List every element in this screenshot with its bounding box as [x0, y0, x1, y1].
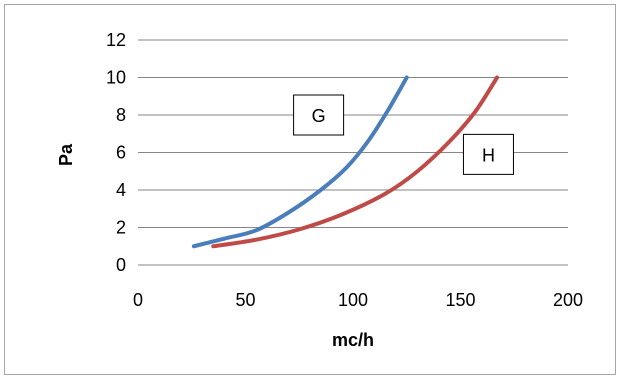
label-box-g: [293, 94, 345, 136]
y-tick-label: 6: [116, 143, 126, 163]
x-tick-label: 150: [445, 290, 475, 310]
series-lines: [191, 75, 500, 249]
y-tick-label: 0: [116, 255, 126, 275]
x-tick-label: 0: [133, 290, 143, 310]
y-tick-labels: 0 2 4 6 8 10 12: [106, 30, 126, 275]
y-axis-title: Pa: [56, 143, 76, 166]
series-labels: GH: [293, 94, 514, 175]
series-label-h: H: [482, 145, 495, 165]
x-axis-title: mc/h: [332, 330, 374, 350]
series-label-g: G: [312, 106, 326, 126]
y-tick-label: 10: [106, 68, 126, 88]
x-tick-label: 200: [553, 290, 583, 310]
series-line-g: [191, 75, 409, 249]
series-line-h: [211, 75, 500, 249]
x-tick-label: 100: [338, 290, 368, 310]
x-tick-label: 50: [235, 290, 255, 310]
label-box-h: [462, 133, 514, 175]
y-tick-label: 12: [106, 30, 126, 50]
y-tick-label: 4: [116, 180, 126, 200]
gridlines: [138, 39, 568, 228]
y-tick-label: 8: [116, 105, 126, 125]
y-tick-label: 2: [116, 218, 126, 238]
x-tick-labels: 0 50 100 150 200: [133, 290, 583, 310]
